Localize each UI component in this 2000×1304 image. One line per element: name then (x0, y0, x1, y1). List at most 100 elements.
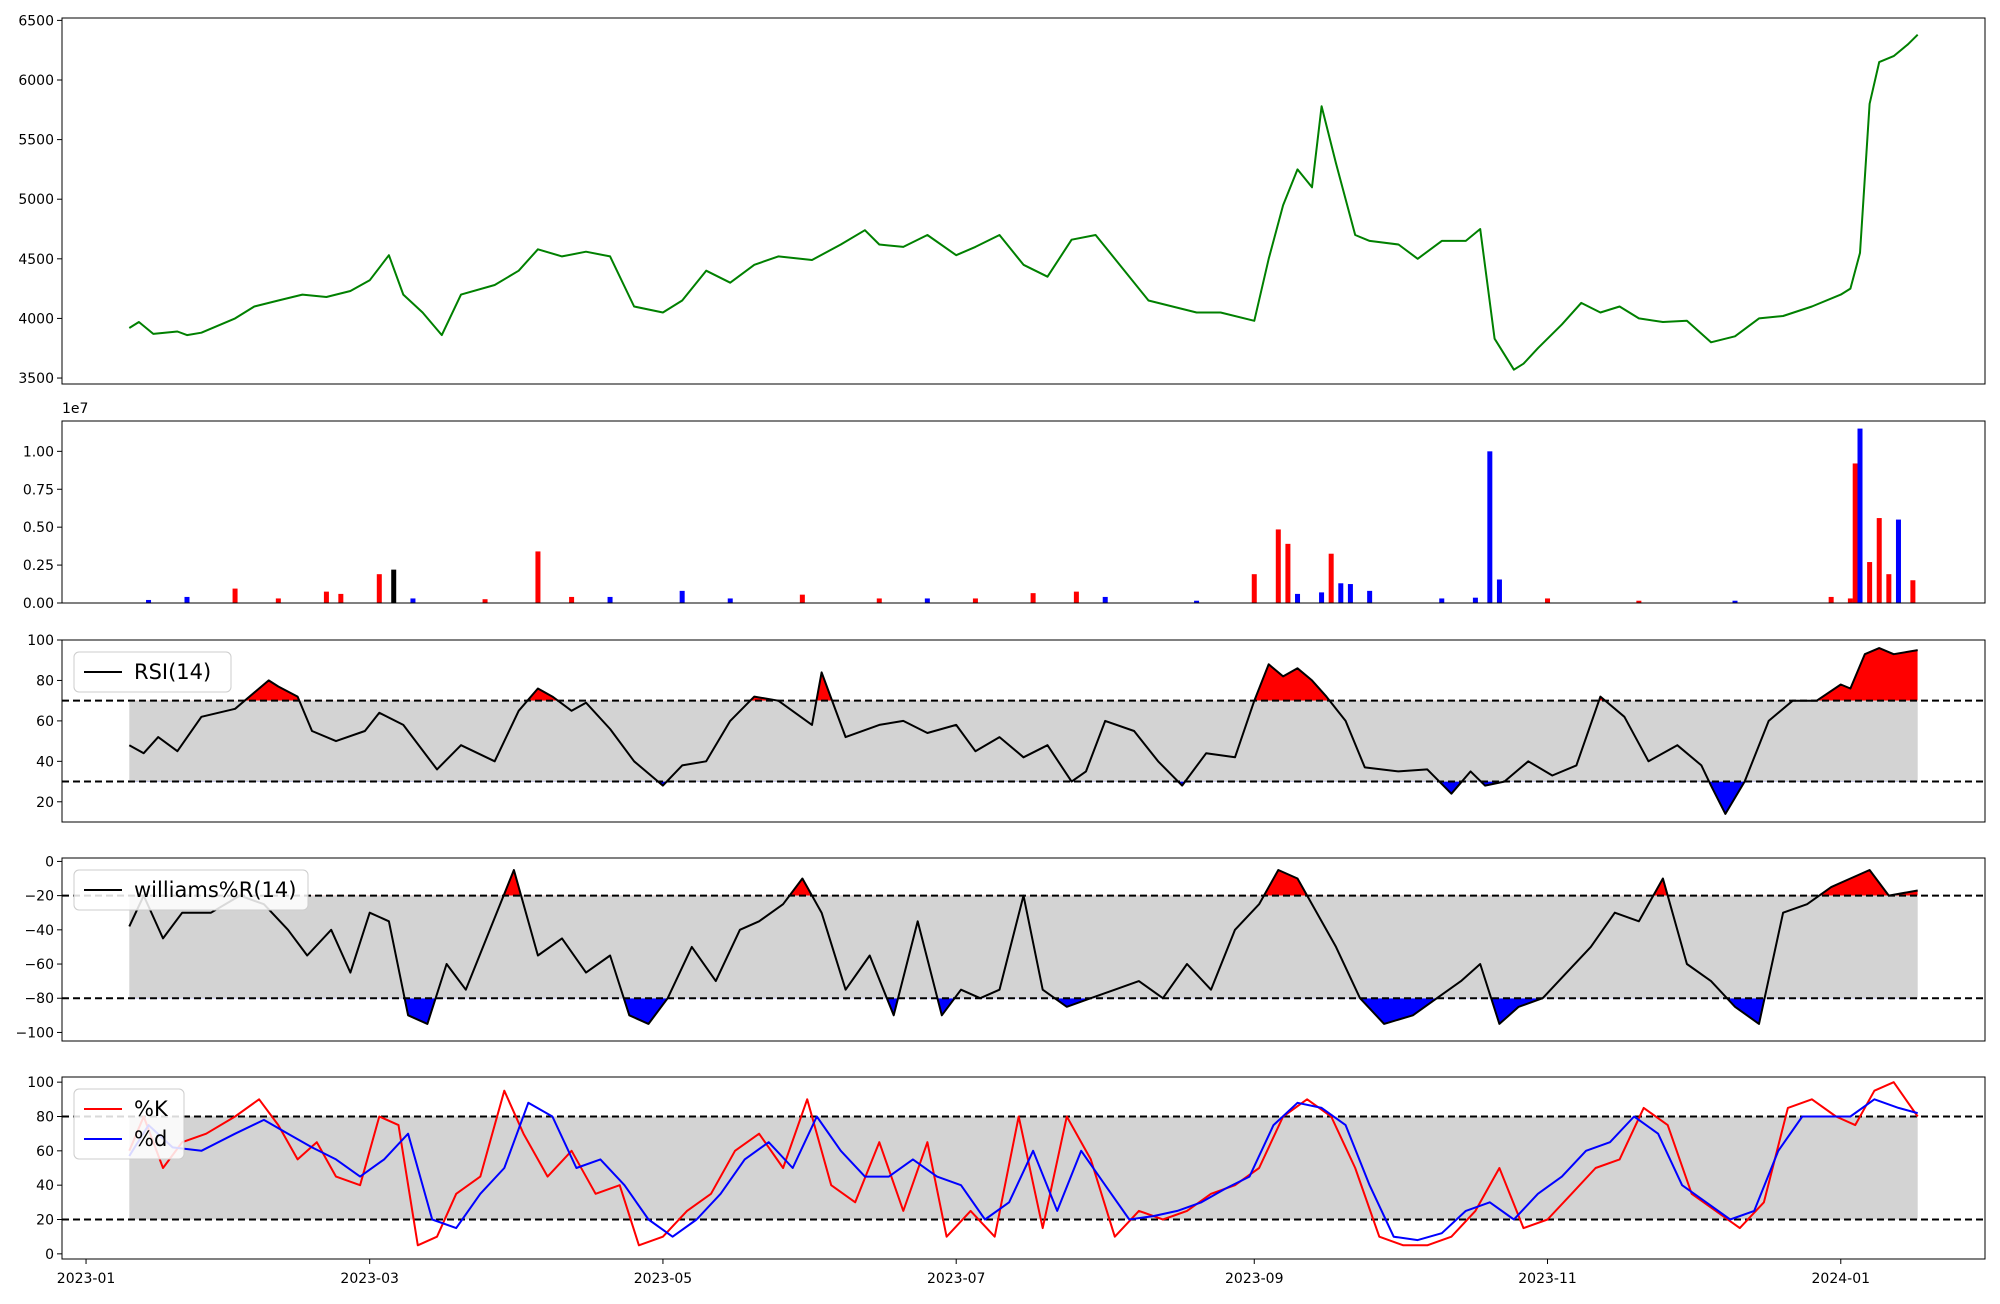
x-tick-label: 2023-09 (1225, 1271, 1284, 1287)
price-ytick-label: 4000 (18, 311, 54, 327)
volume-bar (727, 598, 733, 603)
stochastic-ytick-label: 0 (45, 1247, 54, 1263)
stochastic-ytick-label: 20 (36, 1213, 54, 1229)
volume-bar (1545, 598, 1551, 603)
williams-ytick-label: −40 (24, 923, 54, 939)
volume-bar (275, 598, 281, 603)
volume-bar (1867, 562, 1873, 603)
volume-bar (1319, 592, 1325, 603)
volume-bar (924, 598, 930, 603)
volume-bar (323, 591, 329, 603)
williams-ytick-label: −60 (24, 957, 54, 973)
price-frame (61, 17, 1986, 385)
rsi-ytick-label: 80 (36, 673, 54, 689)
volume-bar (1732, 600, 1738, 603)
stochastic-legend-box (73, 1088, 185, 1160)
x-tick-label: 2023-03 (340, 1271, 399, 1287)
volume-ytick-label: 0.00 (23, 596, 54, 612)
volume-bar (482, 599, 488, 603)
volume-bar (146, 599, 152, 603)
volume-offset-label: 1e7 (62, 401, 88, 417)
volume-bar (232, 588, 238, 603)
price-ytick-label: 5000 (18, 192, 54, 208)
volume-bar (1194, 600, 1200, 603)
volume-bar (376, 574, 382, 603)
price-line (128, 33, 1919, 371)
rsi-ytick-label: 40 (36, 754, 54, 770)
volume-frame (61, 420, 1986, 604)
volume-bar (1367, 590, 1373, 603)
rsi-ytick-label: 60 (36, 714, 54, 730)
x-tick-label: 2024-01 (1812, 1271, 1871, 1287)
volume-bar (569, 596, 575, 603)
volume-bar (1073, 591, 1079, 603)
rsi-oversold-fill (129, 781, 1918, 814)
volume-bar (1102, 596, 1108, 603)
williams-ytick-label: −20 (24, 889, 54, 905)
volume-bar (1895, 519, 1901, 603)
volume-bar (607, 596, 613, 603)
volume-bar (1295, 593, 1301, 603)
williams-ytick-label: 0 (45, 854, 54, 870)
stochastic-ytick-label: 40 (36, 1178, 54, 1194)
x-tick-label: 2023-11 (1518, 1271, 1577, 1287)
volume-bar (1030, 593, 1036, 603)
volume-bar (876, 598, 882, 603)
williams-frame (61, 857, 1986, 1042)
volume-bar (972, 598, 978, 603)
volume-bar (1828, 596, 1834, 603)
stochastic-ytick-label: 80 (36, 1109, 54, 1125)
rsi-line (128, 647, 1918, 815)
volume-bar (1886, 574, 1892, 603)
volume-bar (1636, 600, 1642, 603)
stochastic-ytick-label: 60 (36, 1144, 54, 1160)
volume-bar (1910, 580, 1916, 603)
volume-bar (799, 594, 805, 603)
price-ytick-label: 4500 (18, 252, 54, 268)
volume-bar (1472, 597, 1478, 603)
rsi-legend-label: RSI(14) (134, 660, 211, 684)
volume-bar (1847, 598, 1853, 603)
price-ytick-label: 5500 (18, 133, 54, 149)
volume-bar (410, 598, 416, 603)
stochastic-frame (61, 1076, 1986, 1260)
stochastic-ytick-label: 100 (27, 1075, 54, 1091)
volume-bar (679, 590, 685, 603)
price-ytick-label: 6000 (18, 73, 54, 89)
volume-bar (1857, 428, 1863, 603)
stochastic-k-line (128, 1081, 1919, 1247)
stochastic-legend-label: %d (134, 1127, 167, 1151)
volume-bar (1439, 598, 1445, 603)
volume-ytick-label: 0.50 (23, 520, 54, 536)
volume-ytick-label: 0.25 (23, 558, 54, 574)
williams-ytick-label: −100 (16, 1025, 54, 1041)
williams-legend-label: williams%R(14) (134, 878, 296, 902)
price-ytick-label: 6500 (18, 13, 54, 29)
volume-bar (1285, 543, 1291, 603)
volume-bar (184, 596, 190, 603)
volume-bar (391, 569, 397, 603)
rsi-ytick-label: 20 (36, 795, 54, 811)
volume-bar (1328, 553, 1334, 603)
rsi-frame (61, 639, 1986, 823)
volume-bar (1876, 518, 1882, 603)
volume-bar (1275, 529, 1281, 603)
volume-bar (338, 593, 344, 603)
volume-ytick-label: 1.00 (23, 444, 54, 460)
rsi-band (129, 700, 1918, 782)
rsi-ytick-label: 100 (27, 633, 54, 649)
volume-bar (1852, 463, 1858, 603)
stochastic-band (129, 1116, 1918, 1220)
x-tick-label: 2023-05 (634, 1271, 693, 1287)
volume-bar (1487, 451, 1493, 603)
volume-bar (1496, 579, 1502, 603)
williams-legend-box (73, 869, 309, 911)
stochastic-d-line (128, 1098, 1918, 1242)
volume-ytick-label: 0.75 (23, 482, 54, 498)
volume-bar (1251, 574, 1257, 603)
williams-line (128, 869, 1918, 1025)
volume-bar (1347, 584, 1353, 603)
volume-bar (535, 551, 541, 603)
